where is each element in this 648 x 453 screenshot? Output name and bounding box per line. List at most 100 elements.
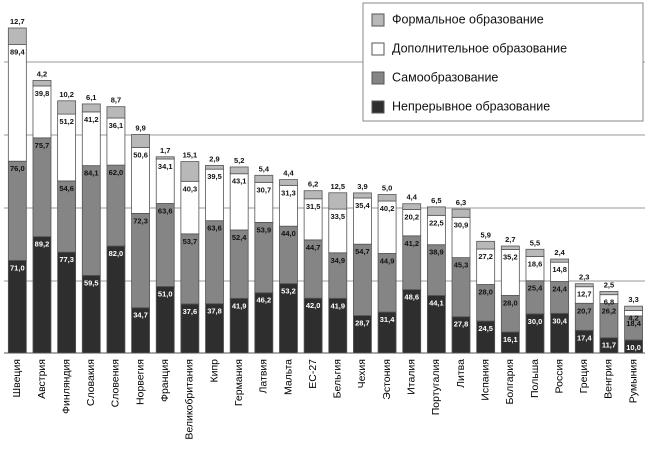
legend-swatch [371, 13, 385, 27]
data-label: 16,1 [503, 335, 518, 344]
bar-segment [155, 156, 175, 160]
bar-segment [106, 164, 126, 247]
data-label: 53,7 [183, 237, 198, 246]
data-label: 44,7 [306, 243, 321, 252]
data-label: 44,9 [380, 256, 395, 265]
bar-segment [229, 166, 249, 175]
legend-swatch [371, 71, 385, 85]
data-label: 10,0 [626, 343, 641, 352]
data-label: 2,7 [505, 235, 515, 244]
data-label: 33,5 [330, 212, 345, 221]
x-tick-label: Болгария [504, 359, 516, 404]
data-label: 17,4 [577, 333, 592, 342]
data-label: 5,0 [382, 183, 392, 192]
data-label: 41,2 [404, 239, 419, 248]
data-label: 4,4 [407, 193, 418, 202]
x-tick-label: Австрия [36, 359, 48, 399]
data-label: 39,8 [35, 89, 50, 98]
data-label: 4,2 [37, 69, 47, 78]
x-tick-label: Мальта [282, 359, 294, 395]
data-label: 4,2 [628, 313, 638, 322]
data-label: 2,4 [554, 248, 565, 257]
data-label: 30,9 [454, 220, 469, 229]
data-label: 31,3 [281, 188, 296, 197]
x-tick-label: Эстония [381, 359, 393, 400]
legend-box [362, 2, 644, 122]
data-label: 6,1 [86, 93, 96, 102]
data-label: 5,4 [259, 164, 270, 173]
data-label: 37,6 [183, 307, 198, 316]
data-label: 6,3 [456, 198, 466, 207]
data-label: 9,9 [135, 123, 145, 132]
legend-label: Самообразование [392, 70, 498, 84]
data-label: 12,5 [330, 182, 345, 191]
data-label: 5,2 [234, 156, 244, 165]
bar-segment [131, 212, 150, 309]
data-label: 77,3 [59, 255, 74, 264]
bar-segment [279, 179, 298, 186]
x-tick-label: Словения [110, 359, 122, 407]
data-label: 24,5 [478, 324, 493, 333]
data-label: 54,6 [59, 184, 74, 193]
bar-segment [32, 80, 52, 87]
data-label: 39,5 [207, 172, 222, 181]
data-label: 5,9 [480, 230, 490, 239]
data-label: 52,4 [232, 233, 247, 242]
bar-segment [550, 258, 570, 263]
bar-segment [155, 203, 175, 287]
bar-segment [7, 44, 27, 162]
data-label: 20,7 [577, 306, 592, 315]
x-tick-label: Румыния [627, 359, 639, 403]
data-label: 35,4 [355, 201, 370, 210]
x-tick-label: Испания [479, 359, 491, 401]
data-label: 25,4 [528, 284, 543, 293]
data-label: 40,2 [380, 204, 395, 213]
data-label: 72,3 [133, 216, 148, 225]
bar-segment [81, 103, 101, 113]
bar-segment [402, 203, 422, 210]
data-label: 6,5 [431, 196, 441, 205]
data-label: 36,1 [109, 121, 124, 130]
data-label: 89,2 [35, 240, 50, 249]
data-label: 28,0 [478, 287, 493, 296]
x-tick-label: Греция [578, 359, 590, 393]
data-label: 28,0 [503, 298, 518, 307]
data-label: 2,5 [604, 280, 614, 289]
data-label: 63,6 [158, 206, 173, 215]
data-label: 34,7 [133, 311, 148, 320]
data-label: 1,7 [160, 146, 170, 155]
x-tick-label: Кипр [208, 359, 220, 383]
data-label: 34,9 [330, 256, 345, 265]
bar-segment [106, 245, 126, 354]
data-label: 12,7 [577, 290, 592, 299]
x-tick-label: Португалия [430, 359, 442, 415]
bar-segment [525, 248, 545, 257]
data-label: 50,6 [133, 150, 148, 159]
x-tick-label: Латвия [258, 359, 270, 393]
data-label: 84,1 [84, 169, 99, 178]
x-tick-label: Россия [553, 359, 565, 393]
x-tick-label: Бельгия [332, 359, 344, 398]
bar-segment [7, 160, 27, 261]
data-label: 53,2 [281, 287, 296, 296]
data-label: 62,0 [109, 168, 124, 177]
bar-segment [426, 206, 446, 216]
data-label: 43,1 [232, 177, 247, 186]
data-label: 14,8 [552, 265, 567, 274]
legend-swatch [371, 100, 385, 114]
x-tick-label: Чехия [356, 359, 368, 388]
bar-segment [377, 194, 397, 202]
data-label: 54,7 [355, 247, 370, 256]
data-label: 30,4 [552, 316, 567, 325]
bar-segment [353, 192, 372, 199]
bar-segment [57, 251, 77, 354]
data-label: 2,3 [579, 273, 589, 282]
bar-segment [57, 100, 77, 115]
data-label: 5,5 [530, 238, 540, 247]
data-label: 35,2 [503, 253, 518, 262]
data-label: 42,0 [306, 301, 321, 310]
data-label: 26,2 [602, 307, 617, 316]
bar-segment [205, 164, 224, 170]
data-label: 30,0 [528, 317, 543, 326]
